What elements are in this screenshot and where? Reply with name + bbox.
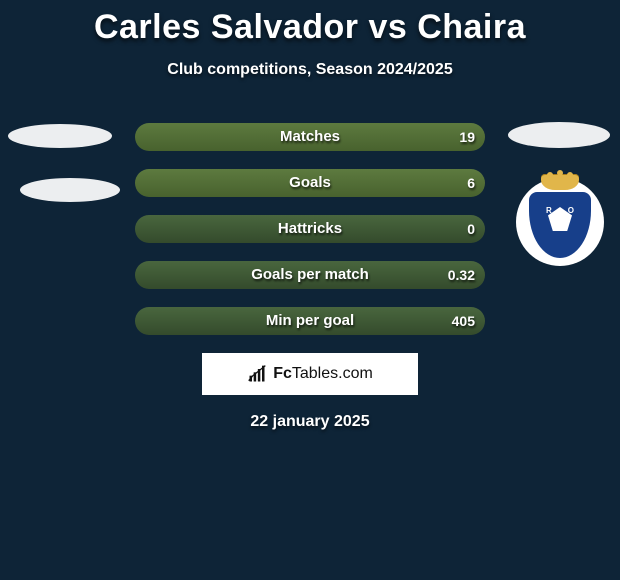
snapshot-date: 22 january 2025 xyxy=(0,413,620,431)
stat-label: Goals per match xyxy=(135,261,485,289)
stat-label: Goals xyxy=(135,169,485,197)
stat-row: Hattricks0 xyxy=(135,215,485,243)
stat-value-right: 19 xyxy=(459,123,475,151)
crown-icon xyxy=(541,174,579,190)
logo-prefix: Fc xyxy=(273,365,292,382)
left-team-oval-1 xyxy=(8,124,112,148)
stat-row: Goals6 xyxy=(135,169,485,197)
stat-value-right: 405 xyxy=(452,307,475,335)
logo-text: FcTables.com xyxy=(273,365,373,383)
right-team-oval xyxy=(508,122,610,148)
stat-value-right: 0.32 xyxy=(448,261,475,289)
page-subtitle: Club competitions, Season 2024/2025 xyxy=(0,61,620,79)
left-team-oval-2 xyxy=(20,178,120,202)
stats-table: Matches19 Goals6 Hattricks0 Goals per match… xyxy=(135,123,485,335)
page-title: Carles Salvador vs Chaira xyxy=(0,0,620,47)
stat-label: Hattricks xyxy=(135,215,485,243)
stat-label: Min per goal xyxy=(135,307,485,335)
stat-label: Matches xyxy=(135,123,485,151)
bar-chart-icon xyxy=(247,364,267,384)
stat-row: Matches19 xyxy=(135,123,485,151)
club-crest: RO xyxy=(516,178,604,266)
shield-icon: RO xyxy=(529,192,591,258)
stat-value-right: 6 xyxy=(467,169,475,197)
stat-value-right: 0 xyxy=(467,215,475,243)
logo-suffix: Tables.com xyxy=(292,365,373,382)
stat-row: Min per goal405 xyxy=(135,307,485,335)
source-logo[interactable]: FcTables.com xyxy=(202,353,418,395)
stat-row: Goals per match0.32 xyxy=(135,261,485,289)
